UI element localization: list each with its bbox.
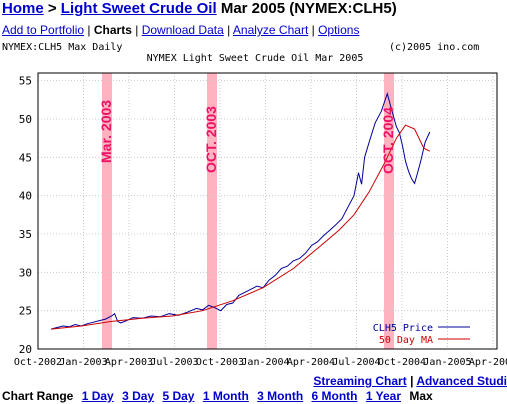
annotation-bands xyxy=(102,73,394,349)
add-to-portfolio-link[interactable]: Add to Portfolio xyxy=(2,23,85,37)
y-tick-label: 30 xyxy=(19,266,32,279)
range-1-year[interactable]: 1 Year xyxy=(365,389,401,403)
x-axis-ticks: Oct-2002Jan-2003Apr-2003Jul-2003Oct-2003… xyxy=(14,357,507,368)
x-tick-label: Jan-2004 xyxy=(241,357,289,368)
y-tick-label: 25 xyxy=(19,305,32,318)
chart-range-bar: Chart Range 1 Day 3 Day 5 Day 1 Month 3 … xyxy=(2,389,433,403)
streaming-chart-link[interactable]: Streaming Chart xyxy=(313,374,407,388)
series-lines xyxy=(50,91,431,330)
chart-nav: Add to Portfolio | Charts | Download Dat… xyxy=(2,23,359,37)
annotation-labels: Mar. 2003 OCT. 2003 OCT. 2004 xyxy=(98,100,396,174)
range-3-month[interactable]: 3 Month xyxy=(257,389,304,403)
price-line xyxy=(50,91,431,330)
range-1-month[interactable]: 1 Month xyxy=(202,389,249,403)
y-tick-label: 20 xyxy=(19,343,32,356)
page-title: Home > Light Sweet Crude Oil Mar 2005 (N… xyxy=(2,0,397,17)
x-tick-label: Apr-2003 xyxy=(105,357,153,368)
x-tick-label: Apr-2004 xyxy=(287,357,335,368)
commodity-link[interactable]: Light Sweet Crude Oil xyxy=(60,0,217,17)
chart-range-label: Chart Range xyxy=(2,389,74,403)
contract-title: Mar 2005 (NYMEX:CLH5) xyxy=(220,0,397,17)
options-link[interactable]: Options xyxy=(318,23,360,37)
breadcrumb-separator: > xyxy=(47,0,57,17)
annotation-label: Mar. 2003 xyxy=(98,100,114,163)
chart-symbol-label: NYMEX:CLH5 Max Daily xyxy=(2,42,122,53)
analyze-chart-link[interactable]: Analyze Chart xyxy=(232,23,309,37)
chart-links: Streaming Chart | Advanced Studi xyxy=(313,374,507,388)
range-max-current: Max xyxy=(409,389,433,403)
advanced-studies-link[interactable]: Advanced Studi xyxy=(416,374,507,388)
annotation-band xyxy=(102,73,112,349)
legend-label: CLH5 Price xyxy=(373,323,433,334)
nav-divider: | xyxy=(87,23,91,37)
nav-divider: | xyxy=(227,23,231,37)
annotation-band xyxy=(384,73,394,349)
x-tick-label: Jul-2004 xyxy=(332,357,380,368)
y-tick-label: 35 xyxy=(19,228,32,241)
chart-copyright: (c)2005 ino.com xyxy=(389,42,479,53)
x-tick-label: Oct-2003 xyxy=(196,357,244,368)
footer-divider: | xyxy=(410,374,414,388)
range-6-month[interactable]: 6 Month xyxy=(311,389,358,403)
annotation-label: OCT. 2004 xyxy=(380,107,396,174)
x-tick-label: Oct-2004 xyxy=(378,357,426,368)
nav-divider: | xyxy=(311,23,315,37)
download-data-link[interactable]: Download Data xyxy=(141,23,224,37)
annotation-band xyxy=(207,73,217,349)
y-tick-label: 40 xyxy=(19,190,32,203)
price-chart: NYMEX:CLH5 Max Daily (c)2005 ino.com NYM… xyxy=(2,42,507,368)
chart-title: NYMEX Light Sweet Crude Oil Mar 2005 xyxy=(147,53,364,64)
range-3-day[interactable]: 3 Day xyxy=(122,389,155,403)
plot-frame xyxy=(37,72,498,350)
y-axis-ticks: 20 25 30 35 40 45 50 55 xyxy=(19,75,32,356)
x-tick-label: Oct-2002 xyxy=(14,357,62,368)
y-tick-label: 50 xyxy=(19,113,32,126)
moving-average-line xyxy=(50,124,431,330)
charts-current: Charts xyxy=(93,23,132,37)
nav-divider: | xyxy=(135,23,139,37)
legend-label: 50 Day MA xyxy=(379,335,433,346)
x-tick-label: Jan-2003 xyxy=(59,357,107,368)
x-tick-label: Jan-2005 xyxy=(423,357,471,368)
y-tick-label: 45 xyxy=(19,151,32,164)
x-tick-label: Apr-2005 xyxy=(469,357,507,368)
range-1-day[interactable]: 1 Day xyxy=(81,389,114,403)
annotation-label: OCT. 2003 xyxy=(203,106,219,173)
home-link[interactable]: Home xyxy=(2,0,44,17)
y-tick-label: 55 xyxy=(19,75,32,88)
range-5-day[interactable]: 5 Day xyxy=(162,389,195,403)
x-tick-label: Jul-2003 xyxy=(150,357,198,368)
